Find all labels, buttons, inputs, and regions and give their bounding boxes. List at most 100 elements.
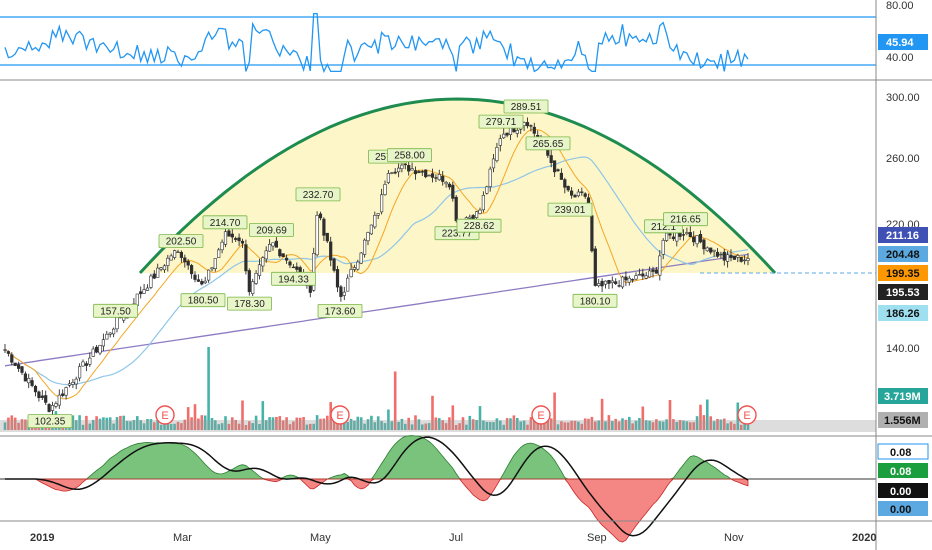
candle-body [267, 244, 272, 252]
macd-tag-4-text: 0.00 [890, 504, 911, 516]
volume-bar [98, 418, 102, 430]
volume-bar [519, 421, 522, 430]
volume-bar [675, 422, 679, 430]
macd-tag-4 [878, 501, 928, 516]
volume-bar [169, 423, 173, 430]
candle-body [736, 255, 740, 258]
candle-body [227, 230, 231, 237]
volume-bar [458, 423, 461, 430]
volume-bar [485, 421, 489, 430]
candle-body [468, 216, 472, 219]
volume-bar [706, 399, 709, 430]
candle-body [64, 387, 68, 396]
peak-label: 157.50 [93, 303, 138, 318]
candle-body [563, 179, 567, 188]
earnings-marker-icon[interactable] [330, 405, 350, 425]
earnings-marker-icon[interactable] [737, 405, 757, 425]
volume-bar [570, 420, 573, 430]
volume-bar [553, 392, 556, 430]
earnings-marker-icon[interactable] [155, 405, 175, 425]
volume-bar [315, 415, 319, 430]
candle-body [491, 158, 496, 169]
peak-label-text: 223.77 [442, 229, 473, 240]
candle-body [678, 232, 682, 237]
price-tick-300: 300.00 [886, 92, 920, 104]
volume-bar [156, 416, 159, 430]
peak-label-box [227, 296, 272, 311]
volume-bar [353, 420, 356, 430]
volume-bar [346, 422, 349, 430]
candle-body [515, 130, 519, 134]
candle-body [78, 366, 82, 379]
volume-bar [577, 421, 580, 430]
rsi-panel[interactable] [0, 12, 876, 74]
earnings-marker-icon[interactable] [531, 405, 551, 425]
candle-body [200, 281, 204, 285]
candle-body [593, 248, 597, 286]
candle-body [203, 280, 207, 284]
volume-bar [495, 418, 499, 430]
volume-bar [122, 415, 125, 430]
volume-bar [414, 415, 417, 430]
volume-tag [878, 412, 928, 428]
volume-bar [146, 419, 149, 430]
volume-bar [142, 423, 146, 430]
volume-bar [590, 416, 594, 430]
volume-bar [617, 421, 621, 430]
volume-bar [278, 416, 282, 430]
candle-body [525, 122, 530, 127]
volume-bar [292, 421, 295, 430]
volume-bar [665, 419, 668, 430]
candle-body [61, 393, 65, 396]
time-tick-nov: Nov [724, 532, 744, 544]
volume-bar [689, 422, 692, 430]
candle-body [244, 244, 248, 272]
candle-body [101, 339, 105, 347]
volume-bar [95, 416, 98, 430]
volume-bar [119, 415, 122, 430]
volume-bar [682, 420, 685, 430]
volume-bar [492, 422, 495, 430]
price-tag-text: 211.16 [886, 230, 919, 242]
candle-body [335, 269, 340, 288]
price-panel[interactable]: 102.35 157.50 202.50 180.50 214.70 178.30 209.… [0, 97, 876, 432]
volume-bar [298, 417, 302, 430]
peak-label: 289.51 [503, 99, 549, 114]
peak-label-text: 216.65 [670, 215, 701, 226]
volume-bar [702, 415, 706, 430]
candle-body [675, 232, 679, 242]
price-tag-text: 195.53 [886, 287, 920, 299]
volume-bar [139, 420, 142, 430]
candle-body [620, 276, 625, 288]
candle-body [91, 348, 95, 357]
volume-bar [390, 421, 394, 430]
volume-bar [644, 420, 648, 430]
volume-bar [217, 424, 220, 430]
volume-bar [207, 347, 210, 430]
candle-body [356, 261, 360, 270]
candle-body [386, 173, 391, 183]
peak-label-box [547, 202, 593, 217]
rsi-axis: 80.00 40.00 45.94 [878, 0, 928, 64]
volume-bar [648, 420, 651, 430]
candle-body [502, 133, 506, 139]
peak-label-text: 214.70 [210, 218, 241, 229]
volume-bar [74, 420, 78, 430]
volume-bar [475, 420, 478, 430]
peak-label-box [478, 114, 524, 129]
volume-bar [285, 417, 288, 430]
volume-bar [10, 415, 14, 430]
volume-bar [24, 419, 27, 430]
candle-body [193, 274, 197, 280]
candle-body [281, 253, 285, 258]
peak-label: 194.33 [271, 271, 316, 286]
peak-label-text: 258.00 [394, 151, 425, 162]
candle-body [746, 258, 750, 261]
volume-bar [482, 420, 485, 430]
candle-body [712, 249, 716, 252]
earnings-marker-text: E [336, 410, 343, 422]
candle-body [271, 242, 275, 247]
volume-bar [407, 417, 410, 430]
macd-panel[interactable] [0, 435, 876, 543]
